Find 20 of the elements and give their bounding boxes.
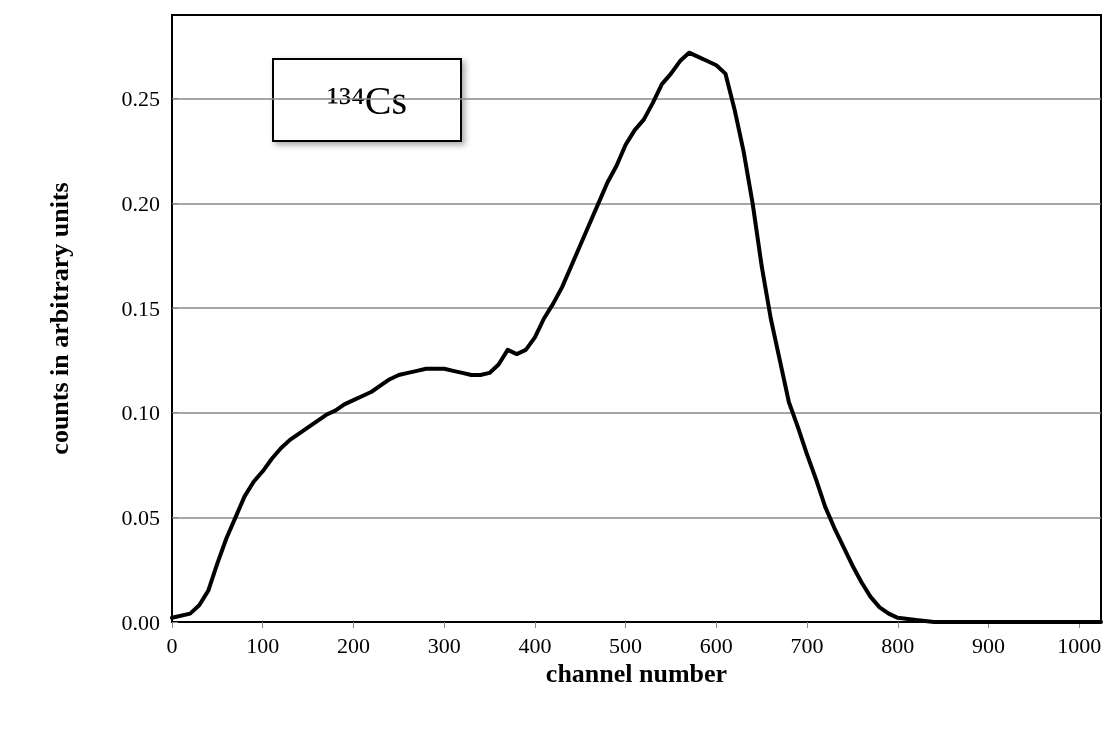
annotation: ¹³⁴Cs	[326, 77, 408, 123]
x-tick-label: 800	[881, 632, 915, 658]
y-tick-label: 0.25	[121, 86, 160, 112]
x-tick-label: 500	[609, 632, 643, 658]
x-tick-label: 900	[972, 632, 1005, 658]
x-tick-label: 400	[518, 632, 552, 658]
x-tick-label: 600	[699, 632, 733, 658]
y-axis-title: counts in arbitrary units	[44, 182, 74, 455]
y-tick-label: 0.10	[121, 400, 160, 426]
y-tick-label: 0.15	[121, 295, 160, 321]
x-tick-label: 300	[427, 632, 461, 658]
x-tick-label: 700	[790, 632, 824, 658]
y-tick-label: 0.00	[121, 609, 160, 635]
y-tick-label: 0.05	[121, 504, 160, 530]
x-axis-title: channel number	[545, 659, 728, 689]
x-tick-label: 1000	[1057, 632, 1102, 658]
x-tick-label: 0	[166, 632, 178, 658]
x-tick-label: 100	[246, 632, 280, 658]
x-tick-label: 200	[336, 632, 370, 658]
y-tick-label: 0.20	[121, 190, 160, 216]
